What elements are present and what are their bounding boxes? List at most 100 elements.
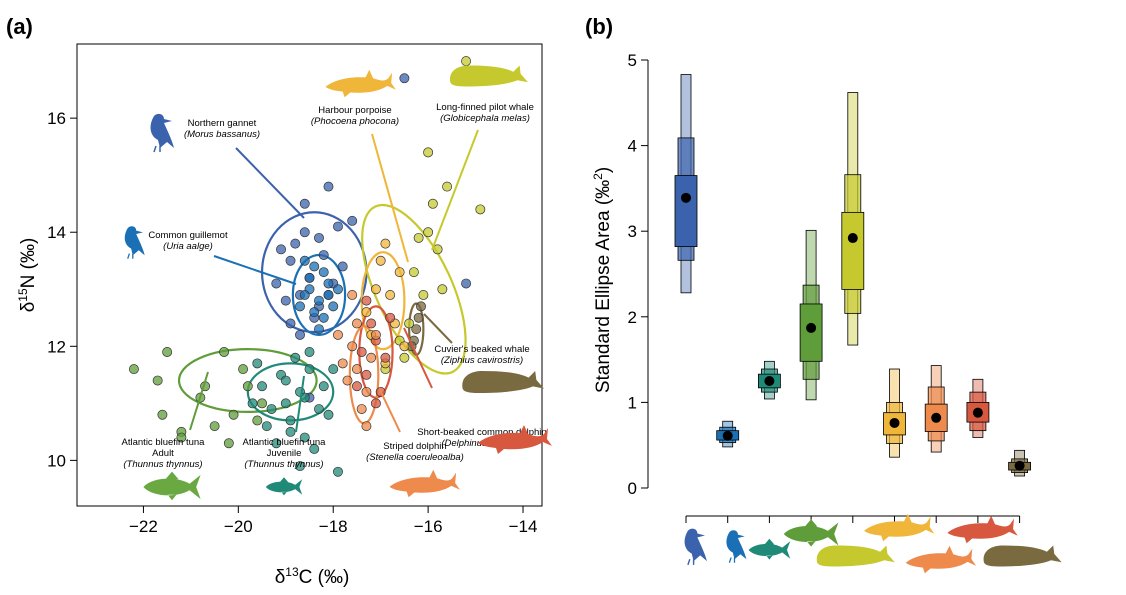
point-common-dolphin (361, 369, 372, 380)
leader-line-harbour-porpoise (371, 133, 409, 263)
y-tick-label-b: 5 (628, 51, 637, 70)
box-pilot-whale (841, 92, 865, 346)
point-guillemot (309, 307, 320, 318)
fish-icon (748, 538, 791, 560)
silhouettes-a (124, 65, 552, 501)
points-a (128, 56, 486, 477)
category-icons-b (684, 513, 1062, 574)
y-tick-label-b: 3 (628, 222, 637, 241)
point-common-dolphin (380, 352, 391, 363)
point-harbour-porpoise (370, 284, 381, 295)
point-tuna-adult (238, 364, 249, 375)
point-tuna-juvenile (304, 364, 315, 375)
ellipse-pilot-whale (361, 203, 467, 375)
point-tuna-juvenile (295, 461, 305, 472)
annotation-harbour-porpoise: Harbour porpoise (318, 105, 391, 116)
mode-point-pilot-whale (847, 233, 858, 244)
axes-b: 0 1 2 3 4 5 (628, 51, 1021, 523)
ci50-gannet (674, 175, 698, 248)
point-gannet (318, 250, 329, 260)
plot-area-a (76, 43, 543, 507)
box-cuvier (1008, 449, 1031, 477)
annotation-common-dolphin: Short-beaked common dolphin (417, 427, 546, 438)
point-striped-dolphin (366, 352, 377, 363)
point-tuna-adult (209, 421, 220, 432)
annotation-latin-cuvier: (Ziphius cavirostris) (441, 355, 523, 366)
annotation-pilot-whale: Long-finned pilot whale (436, 102, 534, 113)
leader-line-common-dolphin (403, 327, 433, 389)
point-guillemot (318, 312, 329, 323)
point-tuna-adult (128, 364, 139, 375)
point-striped-dolphin (337, 358, 348, 369)
point-tuna-juvenile (285, 415, 296, 426)
point-harbour-porpoise (380, 238, 391, 249)
point-guillemot (323, 278, 334, 289)
point-gannet (314, 232, 324, 243)
point-gannet (280, 295, 291, 306)
annotation-gannet: Northern gannet (188, 118, 257, 129)
leader-line-gannet (235, 147, 305, 219)
mode-point-tuna-adult (806, 322, 817, 333)
mode-point-harbour-porpoise (889, 417, 900, 428)
bird-icon (726, 530, 747, 563)
tuna-juvenile-icon (265, 477, 303, 496)
leader-line-tuna-juvenile (295, 375, 305, 433)
point-tuna-juvenile (261, 421, 272, 432)
point-striped-dolphin (333, 329, 343, 340)
point-pilot-whale (427, 198, 438, 209)
point-tuna-adult (252, 415, 263, 426)
box-harbour-porpoise (883, 368, 906, 458)
whale-icon (816, 545, 895, 567)
mode-point-cuvier (1014, 460, 1025, 471)
annotation-striped-dolphin: Striped dolphin (383, 441, 446, 452)
point-gannet (271, 278, 282, 289)
gannet-icon (150, 113, 174, 153)
point-tuna-juvenile (328, 364, 339, 375)
point-common-dolphin (385, 312, 396, 323)
point-tuna-adult (228, 409, 239, 420)
point-tuna-juvenile (309, 444, 320, 454)
box-guillemot (716, 420, 740, 448)
annotation-guillemot: Common guillemot (148, 230, 228, 241)
point-harbour-porpoise (375, 255, 386, 266)
bird-icon (684, 528, 707, 566)
point-gannet (347, 215, 358, 226)
point-harbour-porpoise (361, 307, 372, 318)
box-gannet (674, 74, 698, 294)
box-striped-dolphin (924, 365, 948, 453)
point-tuna-juvenile (257, 381, 268, 392)
point-gannet (299, 227, 310, 238)
y-axis-title-b: Standard Ellipse Area (‰2) (591, 167, 614, 393)
annotation-latin-striped-dolphin: (Stenella coeruleoalba) (366, 452, 464, 463)
point-guillemot (314, 324, 324, 335)
point-common-dolphin (356, 347, 367, 357)
beaked-whale-icon (462, 371, 544, 393)
point-tuna-juvenile (247, 398, 258, 409)
mode-point-guillemot (722, 430, 733, 441)
point-tuna-juvenile (299, 432, 310, 443)
point-gannet (285, 318, 296, 329)
point-striped-dolphin (347, 290, 358, 300)
point-gannet (323, 181, 334, 192)
x-tick-label-a: −20 (224, 517, 253, 536)
point-harbour-porpoise (394, 267, 405, 278)
point-common-dolphin (351, 381, 362, 392)
panel-label-b: (b) (585, 14, 613, 39)
annotation-latin-tuna-adult: (Thunnus thynnus) (123, 459, 202, 470)
point-guillemot (314, 295, 324, 306)
point-tuna-juvenile (285, 426, 296, 437)
point-guillemot (309, 261, 320, 272)
point-harbour-porpoise (385, 290, 396, 300)
point-guillemot (299, 255, 310, 266)
point-harbour-porpoise (399, 341, 410, 352)
point-gannet (290, 238, 301, 249)
point-guillemot (295, 301, 305, 312)
y-tick-label-b: 1 (628, 393, 637, 412)
point-pilot-whale (423, 227, 434, 238)
point-guillemot (323, 290, 334, 300)
x-tick-label-a: −14 (509, 517, 538, 536)
point-guillemot (328, 301, 339, 312)
common-dolphin-icon (478, 425, 552, 454)
point-common-dolphin (366, 318, 377, 329)
